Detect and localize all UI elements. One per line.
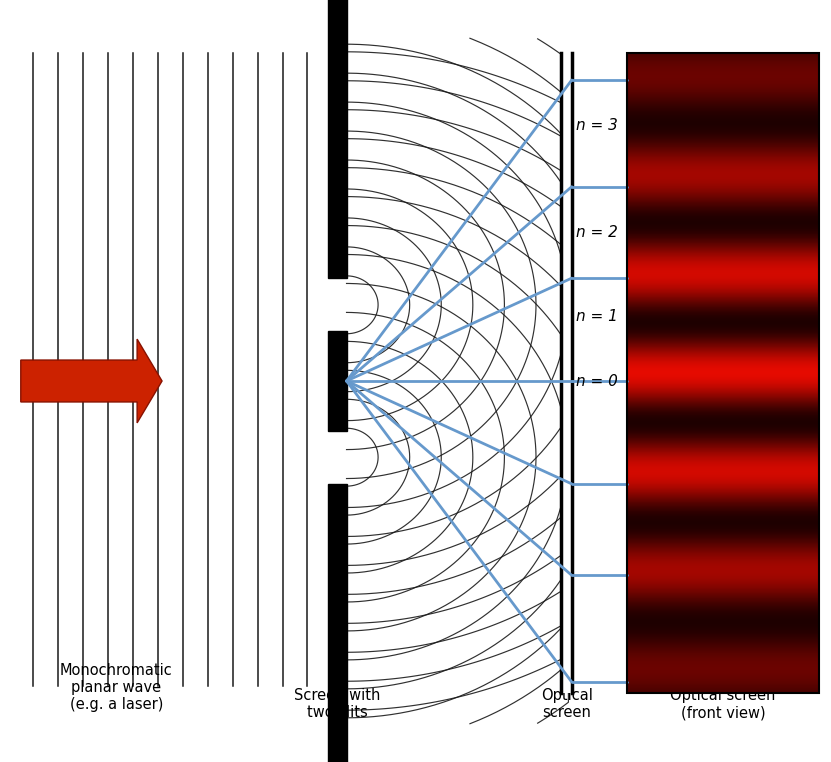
Bar [328, 484, 347, 762]
Bar [561, 53, 572, 693]
Text: Optical
screen: Optical screen [541, 687, 593, 720]
Text: Monochromatic
planar wave
(e.g. a laser): Monochromatic planar wave (e.g. a laser) [60, 663, 173, 712]
Bar [627, 53, 819, 693]
Text: n = 2: n = 2 [576, 225, 617, 240]
Bar [328, 331, 347, 431]
Text: n = 1: n = 1 [576, 309, 617, 324]
Text: Screen with
two slits: Screen with two slits [294, 687, 381, 720]
Text: n = 0: n = 0 [576, 373, 617, 389]
Bar [328, 0, 347, 278]
Text: n = 3: n = 3 [576, 118, 617, 133]
FancyArrow shape [21, 339, 162, 423]
Text: Optical screen
(front view): Optical screen (front view) [671, 687, 775, 720]
